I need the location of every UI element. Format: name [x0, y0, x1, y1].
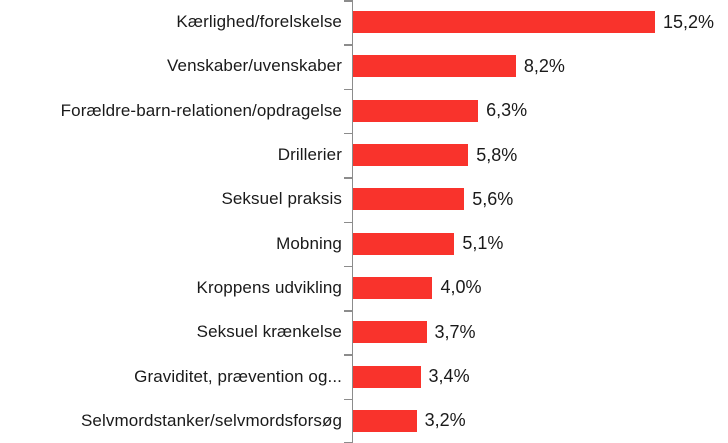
category-label: Forældre-barn-relationen/opdragelse [60, 100, 342, 120]
bar [353, 188, 465, 211]
bar-row: 15,2% [353, 0, 728, 44]
bar [353, 232, 455, 255]
bar [353, 55, 516, 78]
axis-tick [344, 441, 352, 443]
bar [353, 276, 433, 299]
plot-area: 15,2% 8,2% 6,3% 5,8% 5,6% 5,1% 4,0% 3,7% 3,4% 3,2… [344, 0, 728, 443]
bar [353, 321, 427, 344]
category-label: Selvmordstanker/selvmordsforsøg [80, 410, 342, 430]
bar [353, 365, 421, 388]
category-label: Kroppens udvikling [196, 277, 342, 297]
bar-row: 5,6% [353, 177, 728, 221]
axis-tick [344, 44, 352, 46]
value-label: 3,4% [428, 366, 470, 387]
bar-row: 5,1% [353, 221, 728, 265]
category-label: Venskaber/uvenskaber [167, 56, 342, 76]
bar-row: 6,3% [353, 89, 728, 133]
category-axis: Kærlighed/forelskelse Venskaber/uvenskabe… [0, 0, 352, 443]
value-label: 5,8% [476, 144, 518, 165]
bar-row: 8,2% [353, 44, 728, 88]
bar [353, 11, 655, 34]
value-label: 5,1% [462, 233, 504, 254]
axis-tick [344, 0, 352, 2]
bar [353, 99, 479, 122]
axis-tick [344, 221, 352, 223]
value-label: 4,0% [440, 277, 482, 298]
value-label: 6,3% [486, 100, 528, 121]
category-label: Kærlighed/forelskelse [176, 12, 342, 32]
category-label: Seksuel krænkelse [196, 322, 342, 342]
value-label: 5,6% [472, 188, 514, 209]
axis-tick [344, 265, 352, 268]
bar-row: 5,8% [353, 133, 728, 177]
value-label: 15,2% [663, 11, 715, 32]
category-label: Graviditet, prævention og... [134, 366, 342, 386]
axis-tick [344, 132, 352, 135]
bar-row: 4,0% [353, 266, 728, 310]
axis-tick [344, 88, 352, 91]
bar-row: 3,7% [353, 310, 728, 354]
bar-row: 3,2% [353, 399, 728, 443]
axis-tick [344, 310, 352, 312]
axis-tick [344, 177, 352, 179]
category-label: Mobning [276, 233, 342, 253]
value-label: 8,2% [523, 55, 565, 76]
value-label: 3,7% [434, 321, 476, 342]
category-label: Drillerier [277, 145, 342, 165]
bar [353, 144, 469, 167]
value-label: 3,2% [424, 410, 466, 431]
category-label: Seksuel praksis [221, 189, 342, 209]
axis-tick [344, 398, 352, 401]
bar [353, 409, 417, 432]
axis-tick [344, 354, 352, 356]
bar-row: 3,4% [353, 354, 728, 398]
